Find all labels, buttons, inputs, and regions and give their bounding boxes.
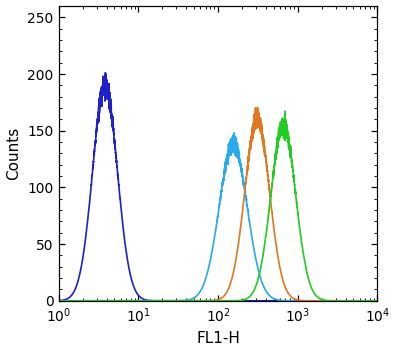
Y-axis label: Counts: Counts <box>6 127 21 180</box>
X-axis label: FL1-H: FL1-H <box>196 331 240 346</box>
